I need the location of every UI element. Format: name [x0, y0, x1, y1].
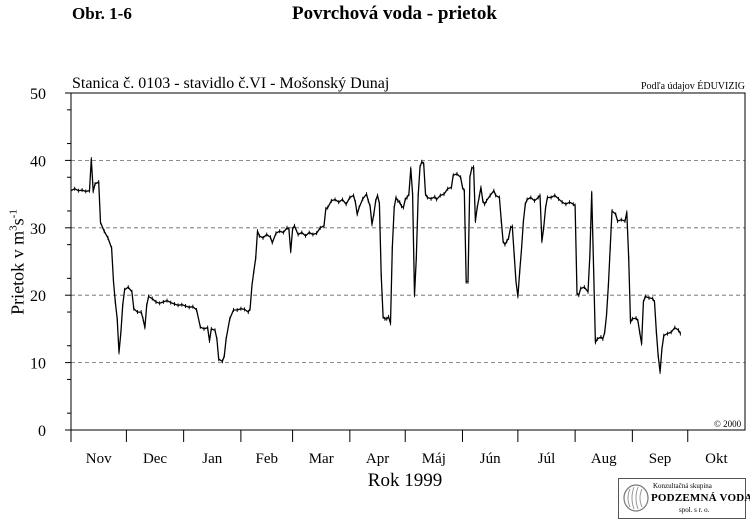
y-tick-label: 40 — [30, 153, 46, 170]
x-tick-label: Okt — [705, 451, 728, 467]
y-axis-label-exp2: -1 — [7, 209, 20, 219]
company-logo: Konzultačná skupina PODZEMNÁ VODA spol. … — [618, 478, 750, 519]
x-tick-label: Nov — [86, 451, 112, 467]
y-tick-label: 10 — [30, 356, 46, 373]
y-tick-label: 30 — [30, 221, 46, 238]
y-tick-label: 20 — [30, 288, 46, 305]
x-tick-label: Jún — [480, 451, 501, 467]
y-tick-label: 0 — [38, 423, 46, 440]
logo-line-1: Konzultačná skupina — [653, 482, 712, 490]
y-axis-label-mid: s — [7, 218, 28, 226]
y-tick-label: 50 — [30, 86, 46, 103]
y-axis-label-exp1: 3 — [7, 225, 20, 231]
logo-line-3: spol. s r. o. — [679, 506, 710, 514]
data-layer — [70, 157, 681, 375]
x-tick-label: Jan — [202, 451, 222, 467]
x-tick-label: Sep — [649, 451, 672, 467]
x-tick-label: Apr — [366, 451, 389, 467]
y-axis-label-text: Prietok v m — [7, 230, 28, 315]
series-line — [70, 158, 681, 373]
x-tick-label: Dec — [143, 451, 167, 467]
y-axis-label: Prietok v m3s-1 — [8, 209, 29, 315]
station-subtitle: Stanica č. 0103 - stavidlo č.VI - Mošons… — [72, 75, 390, 92]
data-source-note: Podľa údajov ÉDUVIZIG — [640, 81, 745, 92]
logo-line-2: PODZEMNÁ VODA — [651, 492, 750, 504]
x-tick-label: Feb — [255, 451, 278, 467]
x-tick-label: Mar — [309, 451, 334, 467]
figure-label: Obr. 1-6 — [72, 4, 132, 23]
grid-lines — [71, 159, 745, 364]
x-tick-label: Máj — [422, 451, 446, 467]
logo-mark-icon — [623, 484, 649, 512]
x-tick-label: Aug — [591, 451, 617, 467]
copyright-note: © 2000 — [714, 419, 742, 429]
chart-title: Povrchová voda - prietok — [292, 3, 497, 24]
axes: 0 10 20 30 40 50 Nov Dec Jan Feb Mar Apr Máj Jún Júl Au… — [30, 86, 746, 467]
plot-frame — [70, 92, 746, 431]
x-tick-label: Júl — [538, 451, 556, 467]
x-axis-label: Rok 1999 — [367, 470, 443, 491]
